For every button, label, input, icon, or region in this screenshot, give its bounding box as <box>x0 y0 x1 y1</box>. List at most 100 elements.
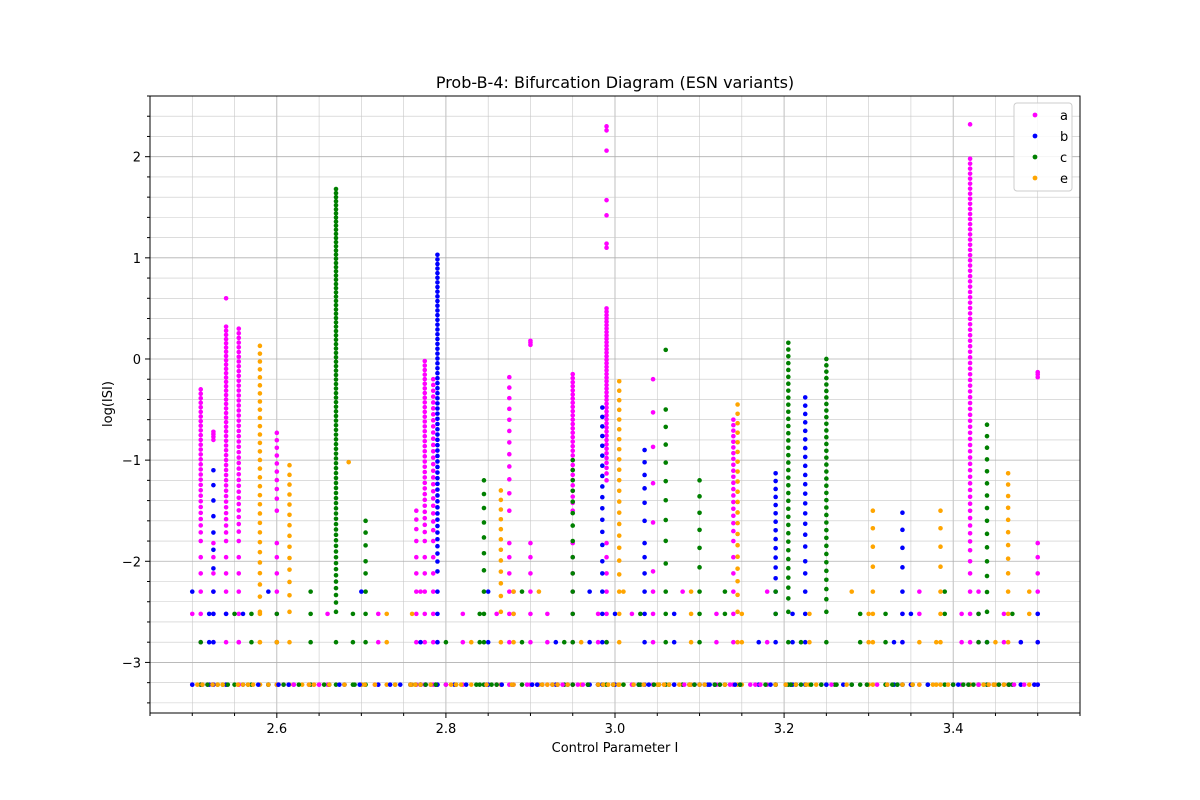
point-series-c <box>824 421 829 427</box>
point-series-b <box>600 558 605 564</box>
point-series-a <box>829 682 834 687</box>
point-series-c <box>984 505 990 511</box>
point-series-c <box>519 639 525 645</box>
point-series-a <box>560 682 565 687</box>
point-series-c <box>363 530 368 535</box>
point-series-e <box>257 549 263 555</box>
point-series-e <box>1026 589 1032 594</box>
point-series-a <box>507 428 512 434</box>
point-series-a <box>570 408 576 414</box>
point-series-c <box>333 260 339 266</box>
point-series-e <box>287 567 292 572</box>
point-series-a <box>422 448 428 454</box>
point-series-c <box>824 483 829 489</box>
point-series-b <box>802 420 808 425</box>
point-series-c <box>824 512 829 518</box>
point-series-b <box>600 443 605 449</box>
point-series-c <box>697 527 702 533</box>
point-series-e <box>616 457 622 462</box>
point-series-e <box>257 375 263 380</box>
point-series-a <box>967 156 973 162</box>
point-series-b <box>553 639 559 645</box>
point-series-c <box>333 506 339 511</box>
point-series-c <box>824 369 829 374</box>
point-series-a <box>236 349 242 355</box>
point-series-c <box>350 611 356 617</box>
point-series-e <box>616 446 622 452</box>
point-series-c <box>585 682 591 687</box>
point-series-a <box>604 346 609 352</box>
point-series-c <box>786 452 791 458</box>
point-series-b <box>600 433 605 439</box>
point-series-e <box>498 526 504 532</box>
point-series-a <box>680 589 685 594</box>
point-series-c <box>333 404 339 410</box>
point-series-c <box>570 639 576 645</box>
point-series-a <box>198 611 204 617</box>
legend-marker-e <box>1032 175 1038 181</box>
point-series-a <box>967 547 973 553</box>
point-series-b <box>435 448 440 453</box>
point-series-a <box>274 571 280 576</box>
point-series-b <box>435 317 440 323</box>
point-series-a <box>422 367 428 373</box>
point-series-a <box>604 405 609 410</box>
point-series-a <box>198 391 204 397</box>
point-series-a <box>198 462 204 467</box>
point-series-b <box>600 505 605 511</box>
point-series-a <box>604 382 609 388</box>
point-series-c <box>333 363 339 369</box>
point-series-b <box>671 682 677 687</box>
point-series-c <box>481 478 487 483</box>
point-series-a <box>967 412 973 418</box>
point-series-e <box>917 639 922 645</box>
point-series-e <box>384 611 390 617</box>
point-series-a <box>430 424 436 429</box>
point-series-c <box>570 538 576 544</box>
point-series-a <box>430 538 436 544</box>
point-series-b <box>900 639 905 645</box>
point-series-c <box>333 495 339 501</box>
point-series-b <box>435 416 440 422</box>
point-series-a <box>604 386 609 391</box>
point-series-a <box>967 279 973 284</box>
point-series-a <box>414 611 419 617</box>
point-series-b <box>642 554 647 560</box>
point-series-c <box>333 223 339 228</box>
point-series-e <box>870 525 876 531</box>
point-series-a <box>967 327 973 333</box>
point-series-e <box>807 611 812 617</box>
point-series-e <box>384 682 390 687</box>
point-series-a <box>198 467 204 472</box>
point-series-a <box>422 464 428 470</box>
point-series-c <box>786 354 791 359</box>
point-series-c <box>423 682 428 687</box>
point-series-c <box>824 577 829 583</box>
point-series-e <box>257 391 263 396</box>
point-series-c <box>824 455 829 460</box>
point-series-c <box>274 611 280 617</box>
point-series-e <box>257 432 263 437</box>
point-series-c <box>984 481 990 486</box>
point-series-e <box>1005 611 1011 617</box>
point-series-a <box>967 383 973 388</box>
point-series-b <box>286 682 291 687</box>
point-series-b <box>900 589 905 594</box>
point-series-b <box>435 505 440 510</box>
point-series-c <box>786 539 791 544</box>
point-series-a <box>604 364 609 370</box>
point-series-b <box>211 513 216 519</box>
point-series-a <box>274 430 280 436</box>
point-series-a <box>967 186 973 191</box>
point-series-e <box>484 682 489 687</box>
point-series-e <box>595 682 601 687</box>
point-series-c <box>942 589 948 594</box>
point-series-c <box>570 510 576 516</box>
x-tick-label: 3.0 <box>605 722 626 737</box>
point-series-a <box>223 345 229 350</box>
point-series-e <box>981 682 986 687</box>
point-series-b <box>790 611 795 617</box>
point-series-e <box>257 511 263 516</box>
point-series-a <box>650 480 656 486</box>
